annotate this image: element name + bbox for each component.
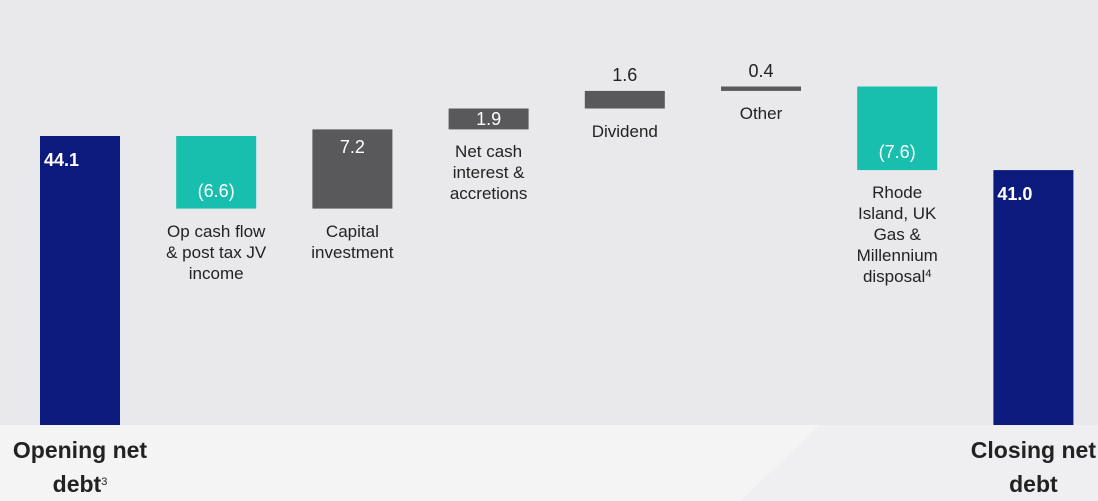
bar: [448, 108, 529, 130]
value-label: 7.2: [339, 137, 365, 158]
bar: [176, 136, 257, 209]
value-label: 41.0: [997, 184, 1033, 205]
category-text: Net cash interest & accretions: [449, 142, 528, 204]
category-label: Other: [709, 103, 813, 124]
category-label: Closing net debt: [958, 433, 1098, 501]
category-text: Rhode Island, UK Gas & Millennium dispos…: [856, 183, 938, 287]
bar: [721, 86, 801, 91]
value-label: (7.6): [878, 142, 916, 163]
category-text: Dividend: [591, 121, 658, 141]
category-label: Rhode Island, UK Gas & Millennium dispos…: [845, 182, 949, 287]
category-text: Other: [739, 103, 783, 123]
value-label: 1.6: [612, 64, 638, 85]
value-label: 1.9: [476, 108, 502, 129]
bar: [993, 170, 1074, 425]
category-label: Net cash interest & accretions: [437, 141, 541, 204]
category-label: Capital investment: [300, 221, 404, 263]
category-label: Op cash flow & post tax JV income: [164, 221, 268, 284]
plot-background: [0, 0, 1098, 425]
value-label: 44.1: [44, 150, 80, 170]
value-label: 0.4: [748, 60, 774, 81]
category-label: Dividend: [573, 121, 677, 142]
footnote-marker: 4: [925, 268, 932, 281]
decor: [740, 425, 1098, 501]
value-label: (6.6): [197, 180, 235, 201]
category-label: Opening net debt3: [5, 433, 155, 501]
category-text: Op cash flow & post tax JV income: [166, 221, 267, 283]
category-text: Closing net debt: [970, 437, 1096, 497]
bar: [584, 90, 665, 109]
bar: [40, 136, 120, 425]
bar: [857, 86, 938, 171]
category-text: Capital investment: [311, 221, 394, 262]
footnote-marker: 3: [101, 476, 108, 488]
category-text: Opening net debt: [12, 437, 148, 497]
bar: [312, 129, 393, 209]
